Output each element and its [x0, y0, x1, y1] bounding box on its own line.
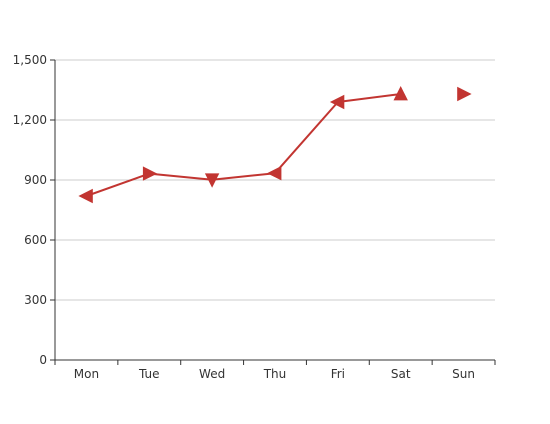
axes: 0 300 600 900 1,200 1,500 Mon Tue Wed Thu Fri Sat Su…	[13, 53, 496, 381]
y-tick-label: 0	[39, 353, 47, 367]
y-tick-label: 900	[24, 173, 47, 187]
y-tick-label: 1,500	[13, 53, 47, 67]
y-tick-label: 600	[24, 233, 47, 247]
y-tick-label: 1,200	[13, 113, 47, 127]
x-tick-label-sat: Sat	[391, 367, 411, 381]
markers	[78, 86, 472, 204]
grid-lines	[55, 59, 495, 301]
data-point-thu[interactable]	[267, 166, 282, 181]
x-tick-label-tue: Tue	[138, 367, 160, 381]
data-point-mon[interactable]	[78, 188, 93, 204]
data-point-sat[interactable]	[393, 86, 408, 101]
x-tick-label-thu: Thu	[263, 367, 287, 381]
x-tick-label-sun: Sun	[452, 367, 475, 381]
x-tick-label-fri: Fri	[331, 367, 345, 381]
y-tick-label: 300	[24, 293, 47, 307]
data-point-tue[interactable]	[142, 166, 158, 181]
data-point-wed[interactable]	[204, 173, 220, 188]
x-tick-label-wed: Wed	[199, 367, 225, 381]
x-tick-label-mon: Mon	[74, 367, 99, 381]
data-point-fri[interactable]	[329, 94, 345, 110]
series-line	[86, 93, 401, 197]
data-point-sun[interactable]	[457, 86, 472, 102]
series	[86, 93, 401, 197]
